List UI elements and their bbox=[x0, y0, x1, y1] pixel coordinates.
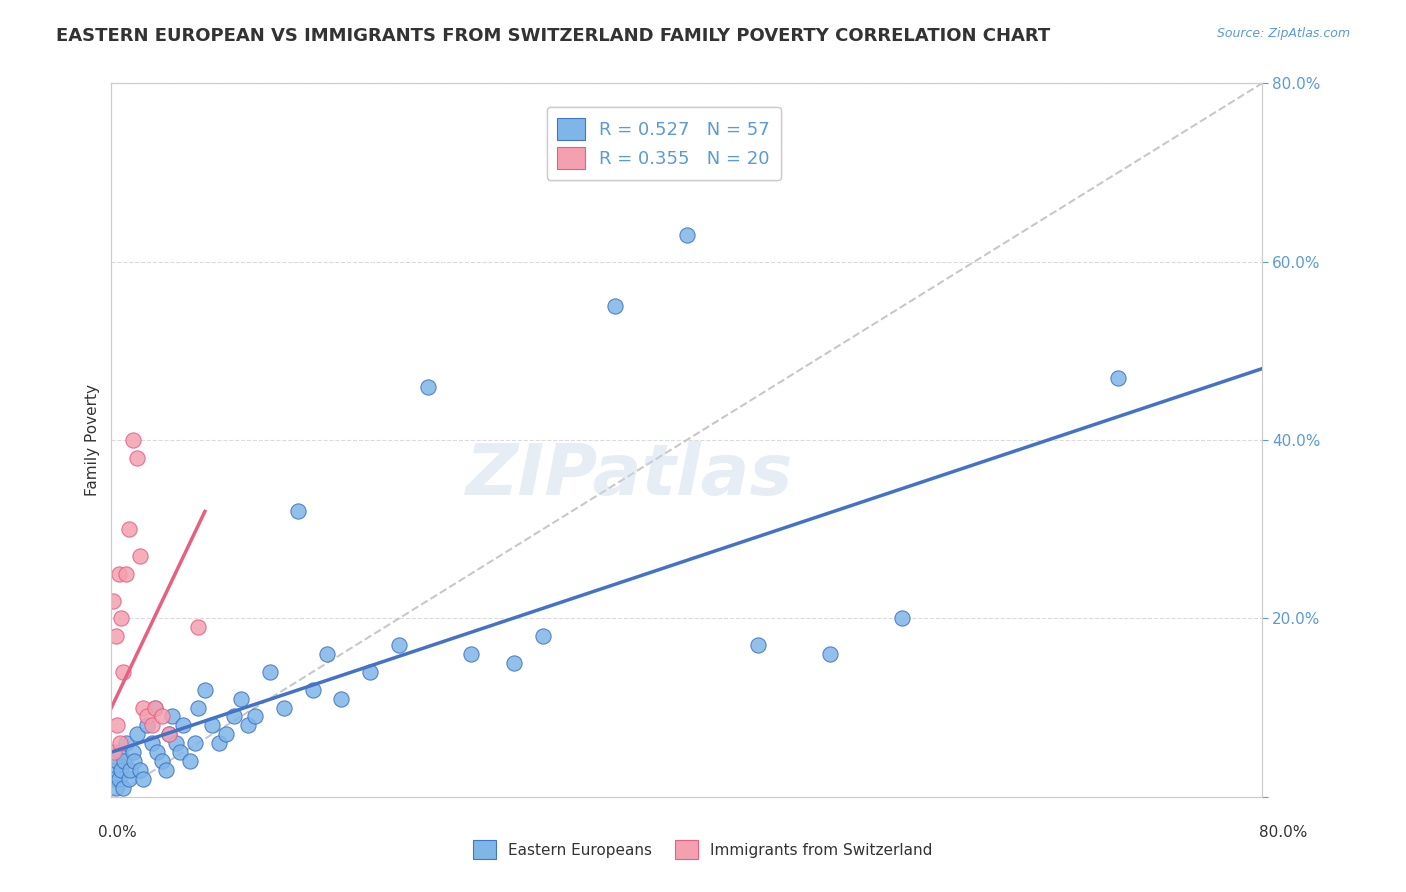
Point bbox=[460, 647, 482, 661]
Point bbox=[416, 379, 439, 393]
Point bbox=[245, 709, 267, 723]
Point bbox=[316, 647, 339, 661]
Point bbox=[122, 745, 145, 759]
Point bbox=[222, 709, 245, 723]
Point bbox=[172, 718, 194, 732]
Point bbox=[157, 727, 180, 741]
Point bbox=[132, 772, 155, 786]
Point bbox=[101, 593, 124, 607]
Point bbox=[105, 754, 128, 768]
Point bbox=[104, 629, 127, 643]
Text: 80.0%: 80.0% bbox=[1260, 825, 1308, 839]
Point bbox=[531, 629, 554, 643]
Point bbox=[194, 682, 217, 697]
Point bbox=[675, 227, 697, 242]
Point bbox=[112, 754, 135, 768]
Point bbox=[111, 780, 134, 795]
Point bbox=[208, 736, 231, 750]
Point bbox=[108, 745, 131, 759]
Point bbox=[129, 763, 152, 777]
Point bbox=[136, 709, 159, 723]
Point bbox=[103, 772, 125, 786]
Point bbox=[155, 763, 177, 777]
Point bbox=[891, 611, 914, 625]
Point bbox=[118, 522, 141, 536]
Point bbox=[104, 780, 127, 795]
Point bbox=[101, 763, 124, 777]
Point bbox=[187, 700, 209, 714]
Point bbox=[120, 763, 142, 777]
Point bbox=[110, 763, 132, 777]
Point bbox=[141, 718, 163, 732]
Point bbox=[169, 745, 191, 759]
Point bbox=[143, 700, 166, 714]
Point bbox=[141, 736, 163, 750]
Point bbox=[105, 718, 128, 732]
Point bbox=[107, 566, 129, 581]
Point bbox=[287, 504, 309, 518]
Point bbox=[273, 700, 295, 714]
Point bbox=[150, 754, 173, 768]
Text: Source: ZipAtlas.com: Source: ZipAtlas.com bbox=[1216, 27, 1350, 40]
Point bbox=[160, 709, 183, 723]
Point bbox=[111, 665, 134, 679]
Point bbox=[114, 566, 136, 581]
Text: 0.0%: 0.0% bbox=[98, 825, 138, 839]
Point bbox=[229, 691, 252, 706]
Point bbox=[108, 736, 131, 750]
Point bbox=[503, 656, 526, 670]
Point bbox=[127, 727, 149, 741]
Point bbox=[179, 754, 201, 768]
Point bbox=[215, 727, 238, 741]
Legend: R = 0.527   N = 57, R = 0.355   N = 20: R = 0.527 N = 57, R = 0.355 N = 20 bbox=[547, 107, 780, 179]
Point bbox=[143, 700, 166, 714]
Point bbox=[330, 691, 353, 706]
Point bbox=[359, 665, 381, 679]
Point bbox=[201, 718, 224, 732]
Point bbox=[184, 736, 207, 750]
Point bbox=[165, 736, 187, 750]
Legend: Eastern Europeans, Immigrants from Switzerland: Eastern Europeans, Immigrants from Switz… bbox=[465, 832, 941, 866]
Point bbox=[301, 682, 323, 697]
Point bbox=[129, 549, 152, 563]
Point bbox=[236, 718, 259, 732]
Point bbox=[136, 718, 159, 732]
Text: ZIPatlas: ZIPatlas bbox=[465, 442, 793, 510]
Point bbox=[157, 727, 180, 741]
Point bbox=[146, 745, 169, 759]
Point bbox=[103, 745, 125, 759]
Point bbox=[259, 665, 281, 679]
Point bbox=[1107, 370, 1129, 384]
Point bbox=[150, 709, 173, 723]
Point bbox=[132, 700, 155, 714]
Point bbox=[127, 450, 149, 465]
Point bbox=[124, 754, 146, 768]
Point bbox=[603, 299, 626, 313]
Text: EASTERN EUROPEAN VS IMMIGRANTS FROM SWITZERLAND FAMILY POVERTY CORRELATION CHART: EASTERN EUROPEAN VS IMMIGRANTS FROM SWIT… bbox=[56, 27, 1050, 45]
Point bbox=[107, 772, 129, 786]
Point bbox=[747, 638, 769, 652]
Point bbox=[122, 433, 145, 447]
Point bbox=[187, 620, 209, 634]
Y-axis label: Family Poverty: Family Poverty bbox=[86, 384, 100, 496]
Point bbox=[118, 772, 141, 786]
Point bbox=[114, 736, 136, 750]
Point bbox=[110, 611, 132, 625]
Point bbox=[388, 638, 411, 652]
Point bbox=[820, 647, 842, 661]
